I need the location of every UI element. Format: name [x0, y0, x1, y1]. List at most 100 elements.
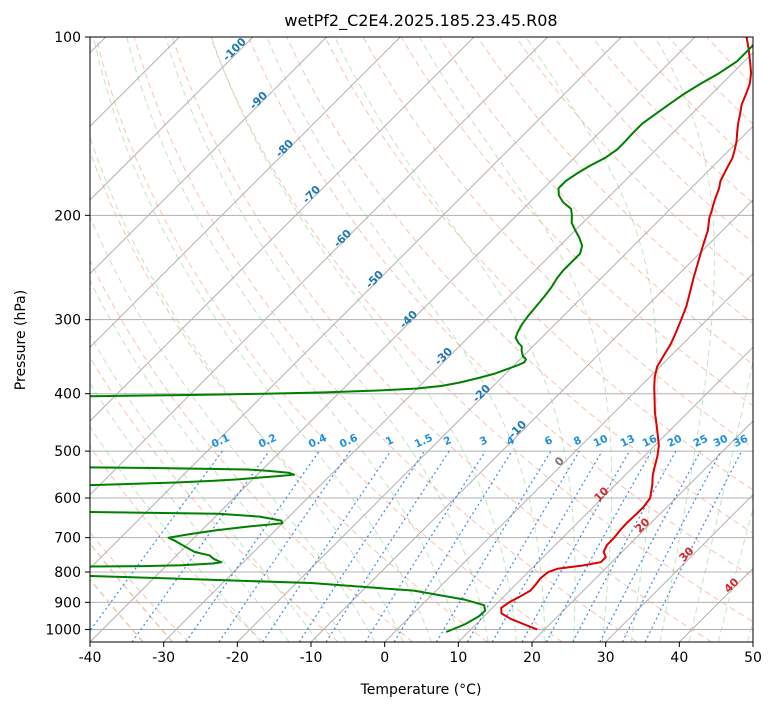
dry-adiabat-line — [90, 445, 264, 642]
y-tick-label: 100 — [54, 30, 81, 46]
mixing-ratio-line — [435, 450, 552, 642]
dry-adiabat-line — [400, 37, 753, 407]
isotherm-line — [90, 37, 401, 349]
x-tick-label: 0 — [380, 650, 389, 666]
moist-adiabat-line — [90, 542, 174, 642]
x-tick-label: 40 — [670, 650, 688, 666]
dry-adiabat-line — [515, 37, 753, 284]
x-axis-ticks: -40 -30 -20 -10 0 10 20 30 40 50 — [79, 642, 762, 666]
x-tick-label: 30 — [597, 650, 615, 666]
moist-adiabat-line — [126, 37, 461, 642]
mixing-ratio-line — [621, 450, 722, 642]
moist-adiabat-line — [90, 215, 376, 642]
mixing-ratio-label: 16 — [641, 433, 659, 450]
mixing-ratio-line — [298, 450, 425, 642]
moist-adiabat-line — [211, 37, 517, 642]
dry-adiabat-line — [248, 37, 753, 578]
mixing-ratio-label: 2 — [442, 434, 454, 448]
dry-adiabat-line — [591, 37, 753, 204]
moist-adiabat-line — [90, 578, 144, 642]
moist-adiabat-line — [717, 507, 753, 642]
mixing-ratio-label: 13 — [619, 433, 637, 450]
mixing-ratio-line — [644, 450, 743, 642]
dry-adiabat-line — [90, 259, 414, 642]
isotherm-line — [384, 272, 753, 642]
dry-adiabat-line — [324, 37, 753, 491]
mixing-ratio-line — [262, 450, 392, 642]
mixing-ratio-line — [393, 450, 513, 642]
dry-adiabat-line — [477, 37, 753, 325]
mixing-ratio-line — [491, 450, 603, 642]
moist-adiabat-line — [525, 37, 658, 642]
isotherm-line — [310, 199, 753, 642]
isotherm-line — [605, 493, 753, 642]
mixing-ratio-line — [521, 450, 631, 642]
mixing-ratio-line — [572, 450, 677, 642]
y-tick-label: 900 — [54, 595, 81, 611]
moist-adiabat-line — [93, 37, 432, 642]
y-axis-ticks: 100 200 300 400 500 600 700 800 900 1000 — [45, 30, 90, 638]
y-tick-label: 500 — [54, 444, 81, 460]
sounding-profiles — [90, 37, 753, 633]
plot-area: -100-90-80-70-60-50-40-30-20-100.1 0.2 0.4… — [90, 37, 753, 642]
y-tick-label: 800 — [54, 565, 81, 581]
mixing-ratio-line — [599, 450, 702, 642]
moist-adiabat-line — [654, 37, 715, 642]
dry-adiabat-line — [629, 37, 753, 165]
moist-adiabat-line — [334, 37, 576, 642]
isotherm-line — [236, 125, 753, 642]
moist-adiabat-line — [165, 37, 489, 642]
mixing-ratio-line — [218, 450, 351, 642]
mixing-ratio-label: 3 — [478, 434, 490, 448]
isotherm-line — [531, 420, 753, 642]
moist-adiabat-line — [418, 37, 613, 642]
isotherm-line — [90, 37, 549, 496]
mixing-ratio-line — [545, 450, 653, 642]
dry-adiabat-line — [133, 37, 638, 642]
y-tick-label: 1000 — [45, 622, 81, 638]
mixing-ratio-label: 8 — [572, 434, 584, 448]
x-tick-label: -30 — [152, 650, 175, 666]
y-tick-label: 200 — [54, 208, 81, 224]
y-tick-label: 400 — [54, 387, 81, 403]
y-tick-label: 600 — [54, 491, 81, 507]
y-tick-label: 700 — [54, 531, 81, 547]
chart-title: wetPf2_C2E4.2025.185.23.45.R08 — [284, 11, 557, 31]
moist-adiabat-line — [90, 426, 261, 642]
y-tick-label: 300 — [54, 313, 81, 329]
plot-frame — [89, 36, 754, 643]
mixing-ratio-label: 30 — [712, 433, 730, 450]
moist-adiabats — [90, 37, 753, 642]
x-tick-label: 20 — [523, 650, 541, 666]
moist-adiabat-line — [90, 135, 404, 642]
isotherm-line — [90, 37, 622, 570]
mixing-ratio-label: 6 — [543, 434, 555, 448]
pressure-grid — [90, 37, 753, 630]
moist-adiabat-line — [90, 334, 319, 642]
isotherm-line — [90, 37, 328, 275]
x-tick-label: 10 — [449, 650, 467, 666]
isotherm-line — [457, 346, 753, 642]
dry-adiabat-line — [171, 37, 712, 642]
moist-adiabat-line — [266, 37, 546, 642]
isotherm-line — [163, 51, 753, 642]
x-axis-label: Temperature (°C) — [360, 682, 482, 698]
dry-adiabat-line — [210, 37, 753, 623]
x-tick-label: -40 — [79, 650, 102, 666]
dry-adiabats — [90, 37, 753, 642]
moist-adiabat-line — [90, 382, 290, 642]
isotherm-line — [90, 37, 475, 422]
mixing-ratio-label: 25 — [692, 433, 710, 450]
mixing-ratio-line — [131, 450, 270, 642]
moist-adiabat-line — [688, 359, 753, 642]
dewpoint-profile-line — [90, 43, 753, 633]
isotherm-line — [90, 37, 254, 201]
x-tick-label: -20 — [226, 650, 249, 666]
isotherm-line — [90, 37, 696, 642]
mixing-ratio-label: 20 — [666, 433, 684, 450]
skewed-isotherms — [90, 37, 753, 642]
dry-adiabat-line — [95, 37, 563, 642]
y-axis-label: Pressure (hPa) — [13, 290, 29, 390]
temperature-profile-line — [500, 37, 753, 631]
